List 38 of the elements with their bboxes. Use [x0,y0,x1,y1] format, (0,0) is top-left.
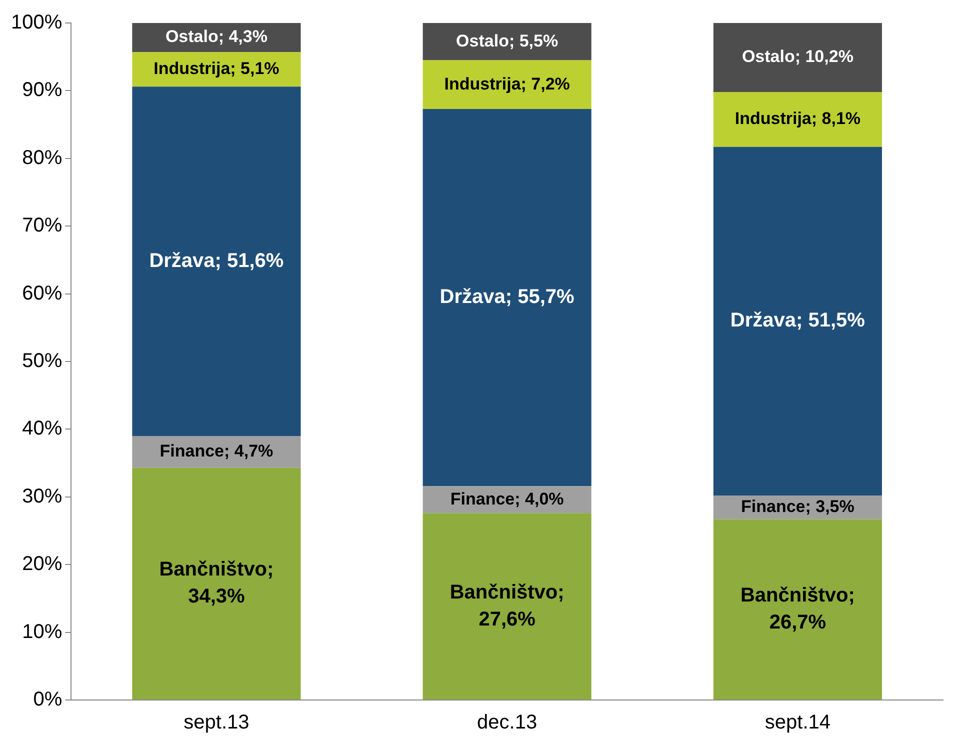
bar [132,86,301,436]
y-tick-label: 60% [22,282,62,304]
y-tick-label: 100% [10,12,62,34]
bar [713,92,882,147]
x-tick-label: dec.13 [477,712,538,734]
data-label: Država; 51,6% [149,250,284,272]
x-tick-label: sept.13 [184,712,250,734]
y-tick-label: 80% [22,146,62,169]
y-tick-label: 20% [22,553,62,576]
y-tick-label: 40% [22,418,62,440]
data-label: Ostalo; 10,2% [742,47,854,66]
data-label: Industrija; 5,1% [154,59,280,78]
y-tick-label: 10% [22,620,62,643]
y-tick-label: 30% [22,485,62,508]
y-tick-label: 90% [22,79,62,102]
bar [422,108,592,486]
bar [713,23,882,92]
data-label: Bančništvo; 27,6% [450,581,564,630]
bar [422,513,592,700]
y-tick-label: 70% [22,214,62,237]
bar [713,519,882,700]
data-label: Finance; 3,5% [741,497,854,516]
bar [422,60,592,109]
data-label: Država; 51,5% [730,310,866,332]
data-label: Finance; 4,0% [450,489,564,508]
data-label: Ostalo; 4,3% [165,27,268,46]
data-label: Bančništvo; 26,7% [740,584,855,634]
y-tick-label: 0% [33,688,62,711]
data-label: Ostalo; 5,5% [456,31,558,50]
y-tick-label: 50% [22,350,62,372]
data-label: Industrija; 7,2% [444,74,570,94]
bar [713,146,882,496]
data-label: Finance; 4,7% [160,442,274,461]
data-label: Država; 55,7% [440,286,575,308]
x-tick-label: sept.14 [764,712,830,734]
data-label: Bančništvo; 34,3% [159,558,274,608]
data-label: Industrija; 8,1% [734,109,861,128]
bar [132,468,301,700]
